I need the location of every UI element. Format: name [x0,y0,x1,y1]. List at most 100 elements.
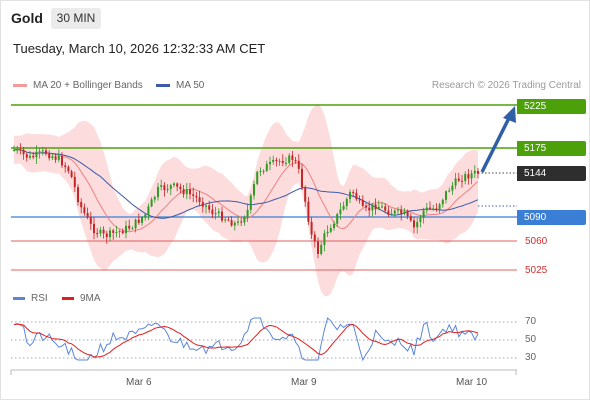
rsi-tick-30: 30 [525,352,537,363]
candle-body [35,151,38,158]
candle-body [48,153,51,159]
candle-body [233,222,236,226]
candle-body [374,204,377,210]
candle-body [477,170,479,174]
candle-body [105,233,108,238]
timeframe-button[interactable]: 30 MIN [51,8,101,29]
candle-body [358,199,361,201]
candle-body [355,192,358,200]
candle-body [182,189,185,195]
candle-body [163,185,166,191]
candle-body [259,170,262,172]
candle-body [377,206,380,210]
candle-body [339,209,342,215]
candle-body [201,202,204,207]
candle-body [115,232,118,234]
candle-body [397,209,399,211]
candle-body [262,170,265,172]
candle-body [147,206,150,215]
candle-body [118,231,121,233]
candle-body [134,219,137,229]
candle-body [432,208,435,210]
candle-body [467,174,470,179]
rsi-ma-swatch [62,297,74,300]
candle-body [281,160,284,163]
current-price-tag: 5144 [517,166,586,181]
candle-body [169,185,172,189]
candle-body [61,155,63,166]
candle-body [253,184,255,196]
candle-body [205,205,207,207]
legend-rsi-ma: 9MA [62,293,101,304]
candle-body [448,190,451,192]
candle-body [160,185,163,187]
legend-ma50-label: MA 50 [176,80,205,91]
forecast-arrow [480,106,516,173]
candle-body [275,159,278,162]
candle-body [57,155,60,160]
rsi-line [13,317,479,362]
candle-body [429,207,431,209]
datetime-label: Tuesday, March 10, 2026 12:32:33 AM CET [13,41,266,56]
candle-body [54,156,57,160]
candle-body [278,160,281,162]
candle-body [323,233,326,245]
candle-body [294,160,297,162]
candle-body [387,210,390,215]
bollinger-swatch [13,84,27,87]
x-label-mar6: Mar 6 [126,377,152,388]
support2-label: 5025 [525,265,548,276]
candle-body [173,183,175,186]
candle-body [400,209,403,214]
candle-body [109,230,111,238]
bollinger-band [14,103,478,297]
candle-body [265,164,268,171]
candle-body [419,217,422,222]
candle-body [185,189,188,195]
candle-body [41,150,44,152]
candle-body [297,160,300,169]
candles [13,143,479,259]
candle-body [461,180,463,182]
instrument-title: Gold [11,10,43,26]
candle-body [393,210,396,214]
candle-body [51,156,54,159]
candle-body [195,195,198,198]
candle-body [86,213,89,218]
candle-body [102,229,105,234]
candle-body [64,165,67,168]
candle-body [438,204,441,210]
candle-body [176,183,179,187]
target2-tag: 5225 [517,99,586,114]
x-label-mar9: Mar 9 [291,377,317,388]
candle-body [141,217,143,223]
candle-body [157,186,159,198]
candle-body [224,219,227,221]
candle-body [390,213,393,215]
target1-tag: 5175 [517,141,586,156]
candle-body [457,178,460,181]
candle-body [38,151,41,153]
candle-body [329,228,332,232]
candle-body [256,171,259,185]
candle-body [435,208,438,210]
legend-rsi-ma-label: 9MA [80,293,101,304]
candle-body [422,210,425,218]
candle-body [13,149,15,151]
candle-body [192,194,195,196]
legend-bollinger-label: MA 20 + Bollinger Bands [33,80,143,91]
candle-body [425,207,428,211]
candle-body [150,199,153,207]
legend-ma50: MA 50 [156,80,204,91]
candle-body [403,211,406,214]
candle-body [166,188,169,191]
candle-body [25,154,28,158]
candle-body [243,217,246,223]
rsi-swatch [13,297,25,300]
candle-body [249,195,252,210]
ma50-line [13,149,479,219]
candle-body [77,187,79,203]
candle-body [352,192,355,194]
candle-body [361,199,364,206]
candle-body [70,171,73,177]
